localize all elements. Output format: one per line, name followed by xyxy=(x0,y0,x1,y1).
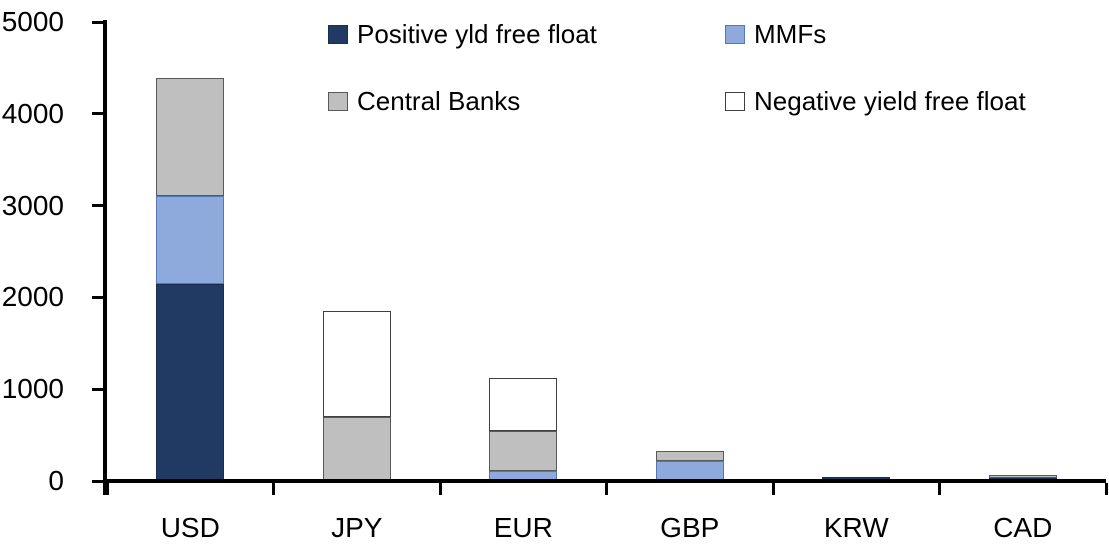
bar-segment-gbp-mmfs xyxy=(655,460,724,481)
bar-gbp xyxy=(655,22,724,481)
legend-item-positive-yld-free-float: Positive yld free float xyxy=(328,19,597,49)
x-tick-mark xyxy=(771,483,775,495)
y-tick-mark xyxy=(92,479,107,483)
bar-segment-eur-central-banks xyxy=(489,431,558,471)
x-tick-mark xyxy=(438,483,442,495)
y-tick-mark xyxy=(92,20,107,24)
x-tick-mark xyxy=(1104,483,1108,495)
x-category-label-eur: EUR xyxy=(493,512,553,543)
legend-label-mmfs: MMFs xyxy=(754,18,827,49)
y-tick-mark xyxy=(92,295,107,299)
bar-segment-jpy-central-banks xyxy=(322,416,391,481)
y-tick-label: 5000 xyxy=(1,6,64,37)
legend-item-mmfs: MMFs xyxy=(725,19,826,49)
bar-segment-jpy-negative-yield-free-float xyxy=(322,311,391,417)
y-tick-label: 4000 xyxy=(1,97,64,129)
y-tick-mark xyxy=(92,204,107,208)
y-tick-label: 1000 xyxy=(1,373,64,405)
y-tick-mark xyxy=(92,112,107,116)
y-tick-label: 0 xyxy=(48,465,64,496)
legend-item-negative-yield-free-float: Negative yield free float xyxy=(725,86,1026,116)
legend-marker-mmfs xyxy=(725,24,745,44)
x-category-label-gbp: GBP xyxy=(660,512,720,543)
x-category-label-usd: USD xyxy=(160,512,220,543)
bar-segment-usd-positive-yld-free-float xyxy=(156,283,225,481)
x-tick-mark xyxy=(938,483,941,495)
x-category-label-cad: CAD xyxy=(993,512,1053,543)
y-tick-label: 2000 xyxy=(1,281,64,313)
bar-eur xyxy=(489,22,558,481)
legend-marker-negative-yield-free-float xyxy=(725,91,745,111)
legend-label-negative-yield-free-float: Negative yield free float xyxy=(754,85,1026,116)
bar-segment-gbp-central-banks xyxy=(655,450,724,461)
legend-marker-positive-yld-free-float xyxy=(328,24,348,44)
legend-item-central-banks: Central Banks xyxy=(328,86,520,116)
x-tick-mark xyxy=(605,483,608,495)
x-category-label-jpy: JPY xyxy=(331,512,383,543)
legend-marker-central-banks xyxy=(328,91,348,111)
y-tick-label: 3000 xyxy=(1,189,64,221)
y-tick-mark xyxy=(92,387,107,391)
bar-segment-usd-central-banks xyxy=(156,78,225,197)
bar-jpy xyxy=(322,22,391,481)
bar-segment-usd-mmfs xyxy=(156,196,225,284)
bar-segment-eur-negative-yield-free-float xyxy=(489,378,558,432)
y-axis-line xyxy=(103,20,107,495)
x-category-label-krw: KRW xyxy=(823,512,889,543)
bar-usd xyxy=(156,22,225,481)
legend-label-positive-yld-free-float: Positive yld free float xyxy=(357,18,597,49)
x-tick-mark xyxy=(272,483,275,495)
bar-segment-cad-central-banks xyxy=(988,475,1057,479)
legend-label-central-banks: Central Banks xyxy=(357,85,521,116)
x-axis-line xyxy=(103,479,1106,483)
x-tick-mark xyxy=(105,483,109,495)
